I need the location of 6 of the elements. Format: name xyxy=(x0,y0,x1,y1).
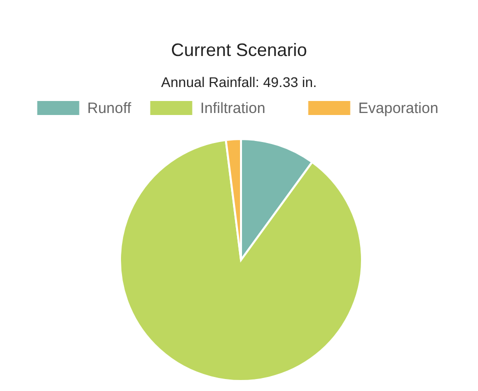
legend-label: Evaporation xyxy=(358,100,438,117)
chart-title: Current Scenario xyxy=(170,40,308,60)
legend-label: Runoff xyxy=(87,100,132,117)
pie-slice xyxy=(119,138,363,382)
chart-subtitle: Annual Rainfall: 49.33 in. xyxy=(161,74,317,90)
legend-label: Infiltration xyxy=(200,100,266,117)
